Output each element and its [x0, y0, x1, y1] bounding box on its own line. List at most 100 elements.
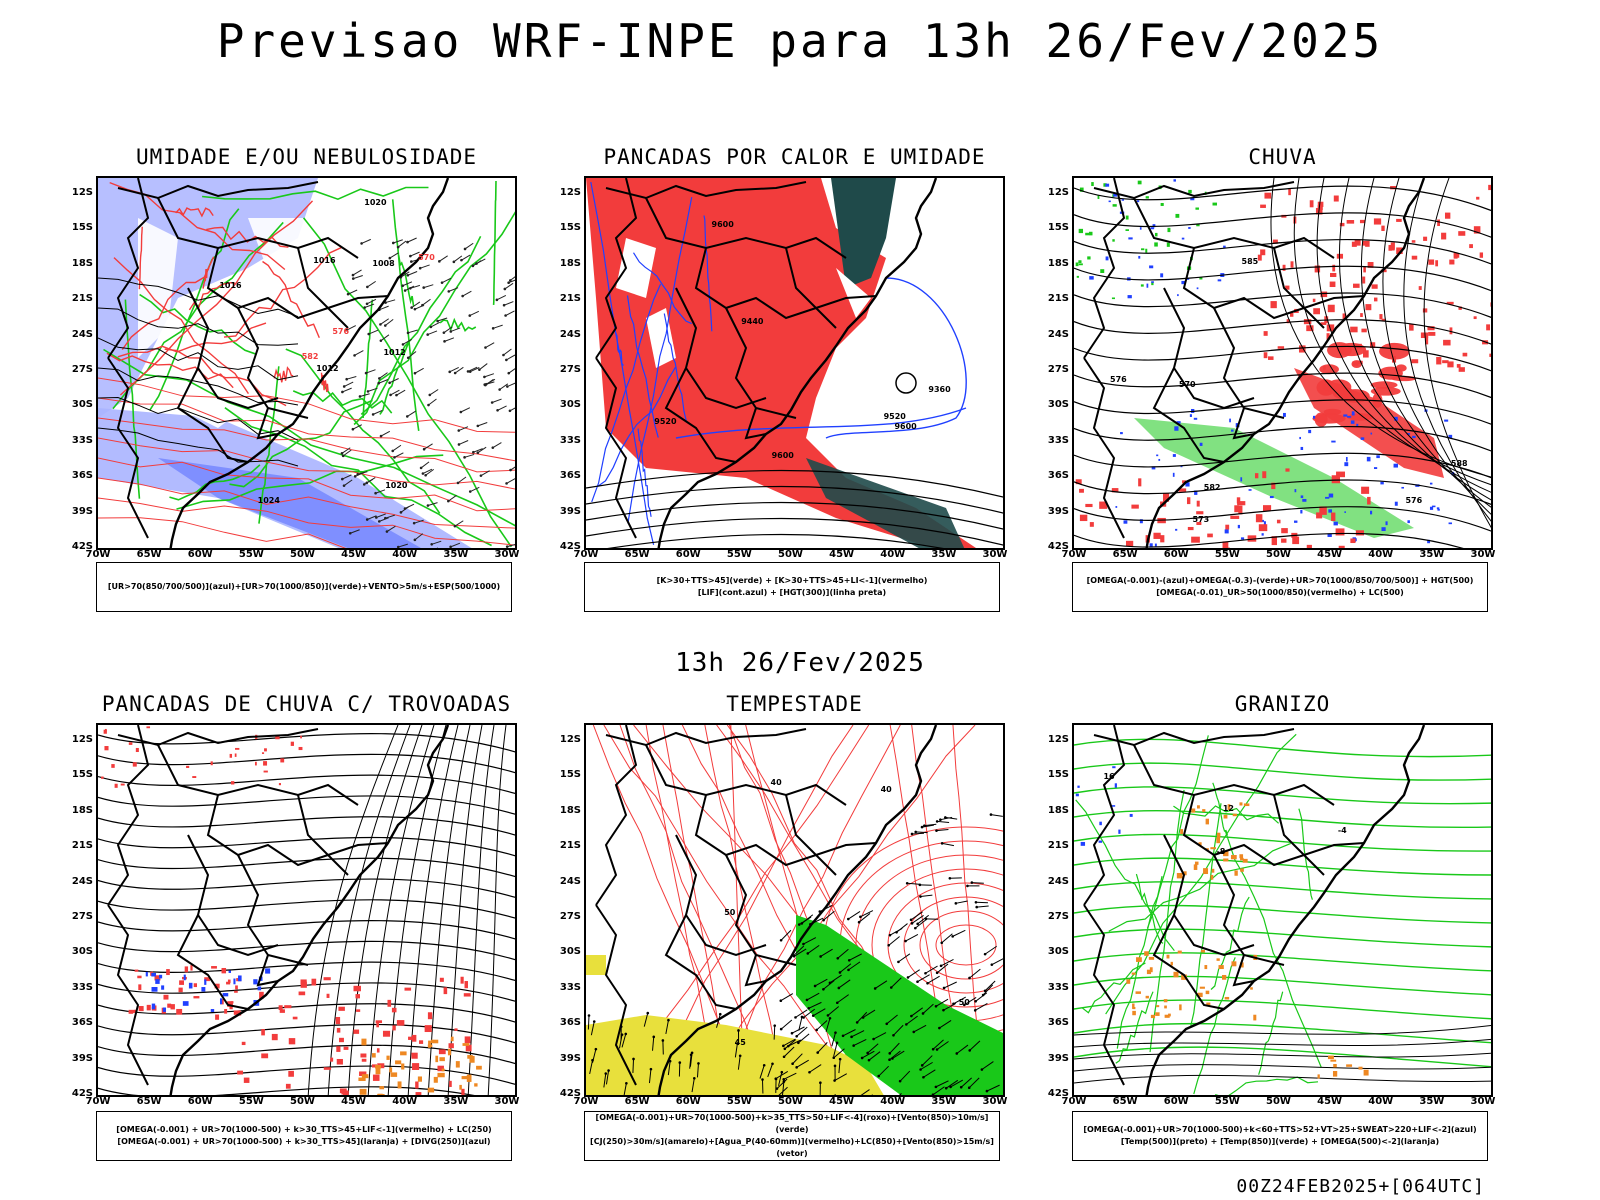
longitude-label: 70W: [1061, 549, 1087, 560]
longitude-label: 60W: [675, 1096, 701, 1107]
forecast-map: [584, 176, 1005, 550]
latitude-label: 12S: [1047, 187, 1069, 198]
longitude-label: 60W: [187, 549, 213, 560]
longitude-label: 35W: [443, 549, 469, 560]
legend-line: [UR>70(850/700/500)](azul)+[UR>70(1000/8…: [107, 582, 501, 591]
contour-label: 9520: [883, 411, 906, 421]
latitude-label: 24S: [1047, 328, 1069, 340]
longitude-label: 40W: [392, 549, 418, 560]
map-graphic: [98, 178, 515, 548]
legend-line: [OMEGA(-0.001) + UR>70(1000-500) + k>30_…: [116, 1125, 492, 1134]
longitude-label: 30W: [494, 1096, 520, 1107]
latitude-label: 39S: [71, 505, 93, 517]
contour-label: 1016: [313, 255, 336, 265]
latitude-label: 12S: [1047, 734, 1069, 745]
contour-label: 40: [880, 784, 892, 794]
forecast-map: [96, 723, 517, 1097]
longitude-label: 30W: [1470, 549, 1496, 560]
longitude-label: 50W: [290, 1096, 315, 1107]
longitude-label: 55W: [1214, 1096, 1240, 1107]
contour-label: 576: [1405, 496, 1423, 506]
latitude-label: 15S: [559, 222, 581, 234]
longitude-label: 45W: [829, 1096, 855, 1107]
latitude-label: 18S: [1047, 804, 1069, 816]
longitude-label: 55W: [238, 1096, 264, 1107]
map-graphic: [98, 725, 515, 1095]
latitude-label: 18S: [559, 804, 581, 816]
contour-label: 1016: [219, 281, 242, 291]
latitude-label: 18S: [71, 804, 93, 816]
latitude-label: 33S: [559, 981, 581, 993]
longitude-label: 45W: [341, 549, 367, 560]
longitude-label: 40W: [1368, 549, 1394, 560]
longitude-label: 70W: [573, 549, 599, 560]
longitude-label: 40W: [392, 1096, 418, 1107]
latitude-label: 24S: [559, 328, 581, 340]
latitude-label: 30S: [559, 399, 581, 411]
longitude-label: 55W: [238, 549, 264, 560]
legend-line: [OMEGA(-0.01)_UR>50(1000/850)(vermelho) …: [1156, 588, 1404, 597]
longitude-label: 45W: [341, 1096, 367, 1107]
longitude-label: 70W: [1061, 1096, 1087, 1107]
longitude-label: 50W: [778, 549, 803, 560]
latitude-label: 39S: [1047, 1052, 1069, 1064]
panel-title: TEMPESTADE: [726, 692, 863, 716]
longitude-label: 40W: [1368, 1096, 1394, 1107]
latitude-label: 42S: [1047, 1088, 1069, 1099]
contour-label: -4: [1337, 825, 1347, 835]
longitude-label: 45W: [1317, 549, 1343, 560]
longitude-label: 35W: [931, 1096, 957, 1107]
latitude-label: 12S: [71, 187, 93, 198]
panel-legend: [OMEGA(-0.001)+UR>70(1000-500)+k<60+TTS>…: [1072, 1111, 1488, 1161]
latitude-label: 33S: [1047, 981, 1069, 993]
longitude-label: 60W: [675, 549, 701, 560]
contour-label: 50: [724, 908, 736, 918]
latitude-label: 18S: [1047, 257, 1069, 269]
latitude-label: 15S: [1047, 222, 1069, 234]
latitude-label: 27S: [559, 364, 581, 375]
contour-label: 1012: [383, 347, 406, 357]
contour-label: 1020: [364, 197, 387, 207]
legend-line: [OMEGA(-0.001)+UR>70(1000-500)+k>35_TTS>…: [595, 1113, 989, 1134]
latitude-label: 36S: [559, 470, 581, 482]
latitude-label: 12S: [559, 734, 581, 745]
legend-line: [Temp(500)](preto) + [Temp(850)](verde) …: [1120, 1137, 1440, 1146]
latitude-label: 21S: [1047, 840, 1069, 852]
contour-label: 585: [1241, 256, 1259, 266]
contour-label: 50: [958, 997, 970, 1007]
longitude-label: 35W: [931, 549, 957, 560]
latitude-label: 30S: [1047, 399, 1069, 411]
contour-label: -8: [1216, 847, 1226, 857]
latitude-label: 42S: [1047, 541, 1069, 552]
latitude-label: 15S: [71, 222, 93, 234]
latitude-label: 21S: [71, 840, 93, 852]
latitude-label: 21S: [71, 293, 93, 305]
latitude-label: 30S: [1047, 946, 1069, 958]
legend-line: [OMEGA(-0.001)+UR>70(1000-500)+k<60+TTS>…: [1083, 1125, 1477, 1134]
longitude-label: 60W: [1163, 1096, 1189, 1107]
longitude-label: 65W: [136, 549, 162, 560]
contour-label: 9360: [928, 385, 951, 395]
longitude-label: 55W: [726, 1096, 752, 1107]
longitude-label: 65W: [624, 1096, 650, 1107]
panel-legend: [OMEGA(-0.001)-(azul)+OMEGA(-0.3)-(verde…: [1072, 562, 1488, 612]
forecast-map: [96, 176, 517, 550]
latitude-label: 42S: [559, 541, 581, 552]
latitude-label: 24S: [71, 875, 93, 887]
forecast-map: [584, 723, 1005, 1097]
contour-label: 573: [1192, 515, 1210, 525]
latitude-label: 21S: [559, 293, 581, 305]
latitude-label: 15S: [1047, 769, 1069, 781]
panel-legend: [OMEGA(-0.001)+UR>70(1000-500)+k>35_TTS>…: [584, 1111, 1000, 1161]
latitude-label: 21S: [1047, 293, 1069, 305]
latitude-label: 33S: [71, 981, 93, 993]
longitude-label: 60W: [1163, 549, 1189, 560]
panel-legend: [UR>70(850/700/500)](azul)+[UR>70(1000/8…: [96, 562, 512, 612]
latitude-label: 42S: [71, 1088, 93, 1099]
longitude-label: 45W: [1317, 1096, 1343, 1107]
latitude-label: 30S: [71, 946, 93, 958]
latitude-label: 18S: [559, 257, 581, 269]
longitude-label: 65W: [1112, 549, 1138, 560]
longitude-label: 70W: [85, 1096, 111, 1107]
contour-label: 1008: [372, 259, 395, 269]
